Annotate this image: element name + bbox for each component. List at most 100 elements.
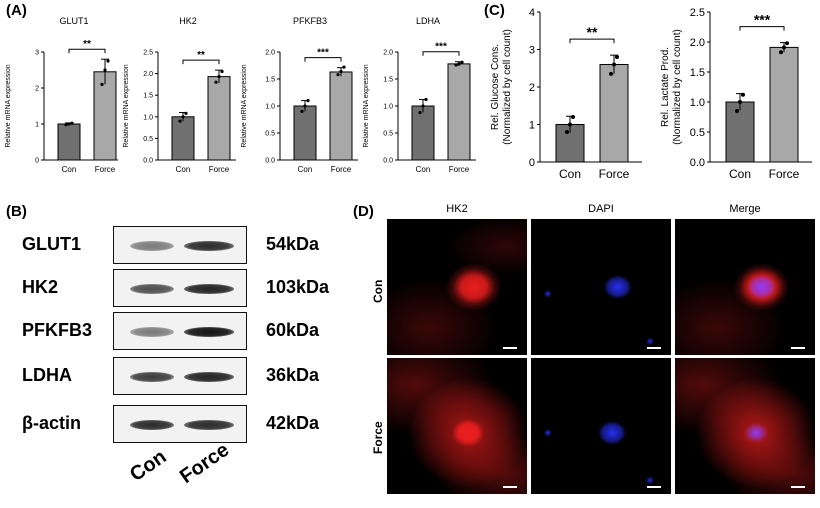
- x-tick-label: Force: [95, 165, 116, 174]
- data-point: [779, 50, 783, 55]
- blot-band: [184, 420, 234, 430]
- x-tick-label: Con: [62, 165, 77, 174]
- blot-protein-label: LDHA: [22, 365, 72, 385]
- chart-glucose: Rel. Glucose Cons. (Normalized by cell co…: [490, 7, 642, 181]
- y-tick-label: 2.0: [690, 37, 705, 49]
- data-point: [303, 104, 307, 108]
- y-tick-label: 1.0: [690, 97, 705, 109]
- bar-con: [411, 105, 435, 161]
- y-tick-label: 3: [529, 44, 535, 56]
- data-point: [418, 110, 422, 115]
- blot-band: [184, 284, 234, 294]
- y-tick-label: 1.0: [143, 114, 153, 121]
- blot-band: [130, 284, 174, 294]
- y-tick-label: 0.5: [265, 130, 275, 137]
- x-tick-label: Con: [559, 167, 581, 181]
- blot-band: [184, 241, 234, 251]
- y-axis-label: Rel. Lactate Prod.: [660, 47, 671, 127]
- y-tick-label: 2: [35, 85, 39, 92]
- data-point: [460, 60, 464, 64]
- scale-bar: [503, 486, 517, 488]
- data-point: [214, 80, 218, 84]
- y-tick-label: 0.0: [265, 157, 275, 164]
- y-tick-label: 2.0: [383, 49, 393, 56]
- y-tick-label: 3: [35, 49, 39, 56]
- data-point: [421, 104, 425, 108]
- scale-bar: [647, 347, 661, 349]
- data-point: [565, 130, 569, 134]
- significance-bracket: [68, 48, 106, 54]
- data-point: [103, 68, 107, 72]
- x-tick-label: Con: [298, 165, 313, 174]
- chart-lactate: Rel. Lactate Prod. (Normalized by cell co…: [660, 7, 812, 181]
- y-tick-label: 1.0: [383, 103, 393, 110]
- y-tick-label: 0.5: [143, 136, 153, 143]
- y-tick-label: 1.5: [383, 76, 393, 83]
- significance-stars: ***: [435, 42, 447, 53]
- blot-protein-label: HK2: [22, 277, 59, 297]
- y-tick-label: 0.0: [690, 157, 705, 169]
- blot-kda-label: 60kDa: [266, 320, 320, 340]
- fluor-image: [531, 358, 671, 494]
- blot-protein-label: β-actin: [22, 413, 81, 433]
- blot-strip: [113, 357, 247, 395]
- x-tick-label: Force: [599, 167, 630, 181]
- y-tick-label: 0.5: [690, 127, 705, 139]
- chart-hk2: HK2 Relative mRNA expression 0.0 0.5 1.0 1.5 2…: [123, 16, 236, 174]
- fluor-image: [675, 358, 815, 494]
- x-tick-label: Con: [416, 165, 431, 174]
- x-tick-label: Con: [729, 167, 751, 181]
- data-point: [339, 69, 343, 74]
- blot-kda-label: 42kDa: [266, 413, 320, 433]
- significance-bracket: [569, 38, 615, 44]
- panel-label-a: (A): [6, 2, 27, 19]
- blot-protein-label: PFKFB3: [22, 320, 93, 340]
- y-axis-label: Relative mRNA expression: [363, 64, 370, 147]
- x-tick-label: Force: [209, 165, 230, 174]
- y-tick-label: 1.0: [265, 103, 275, 110]
- y-tick-label: 0.0: [143, 157, 153, 164]
- blot-lane-label: Force: [176, 438, 234, 489]
- y-axis-label: Relative mRNA expression: [241, 64, 248, 147]
- y-tick-label: 4: [529, 7, 535, 19]
- chart-title: LDHA: [416, 16, 440, 26]
- data-point: [300, 109, 304, 113]
- bar-con: [57, 123, 81, 161]
- chart-title: GLUT1: [59, 16, 88, 26]
- blot-band: [130, 372, 174, 382]
- scale-bar: [647, 486, 661, 488]
- blot-band: [130, 327, 174, 337]
- data-point: [64, 123, 68, 127]
- data-point: [336, 73, 340, 77]
- y-tick-label: 2.0: [143, 71, 153, 78]
- data-point: [454, 63, 458, 67]
- y-tick-label: 2.0: [265, 49, 275, 56]
- bar-force: [329, 71, 353, 161]
- data-point: [424, 97, 428, 102]
- data-point: [457, 62, 461, 66]
- significance-stars: ***: [754, 12, 771, 28]
- fluor-row-label: Con: [371, 279, 385, 303]
- bar-force: [769, 46, 799, 163]
- y-axis-label: Relative mRNA expression: [123, 64, 130, 147]
- data-point: [571, 115, 575, 119]
- x-tick-label: Force: [769, 167, 800, 181]
- blot-band: [130, 241, 174, 251]
- y-tick-label: 0: [35, 157, 39, 164]
- significance-stars: **: [197, 50, 205, 61]
- blot-strip: [113, 312, 247, 350]
- data-point: [782, 45, 786, 50]
- chart-title: PFKFB3: [293, 16, 327, 26]
- data-point: [67, 122, 71, 126]
- fluor-column-title: HK2: [446, 203, 468, 215]
- data-point: [738, 100, 742, 104]
- y-tick-label: 2: [529, 82, 535, 94]
- blot-strip: [113, 405, 247, 443]
- significance-bracket: [304, 57, 342, 62]
- x-tick-label: Force: [449, 165, 470, 174]
- fluor-column-title: Merge: [729, 203, 761, 215]
- bar-force: [599, 64, 629, 163]
- fluor-row-label: Force: [371, 421, 385, 454]
- significance-stars: **: [83, 39, 91, 50]
- data-point: [178, 119, 182, 123]
